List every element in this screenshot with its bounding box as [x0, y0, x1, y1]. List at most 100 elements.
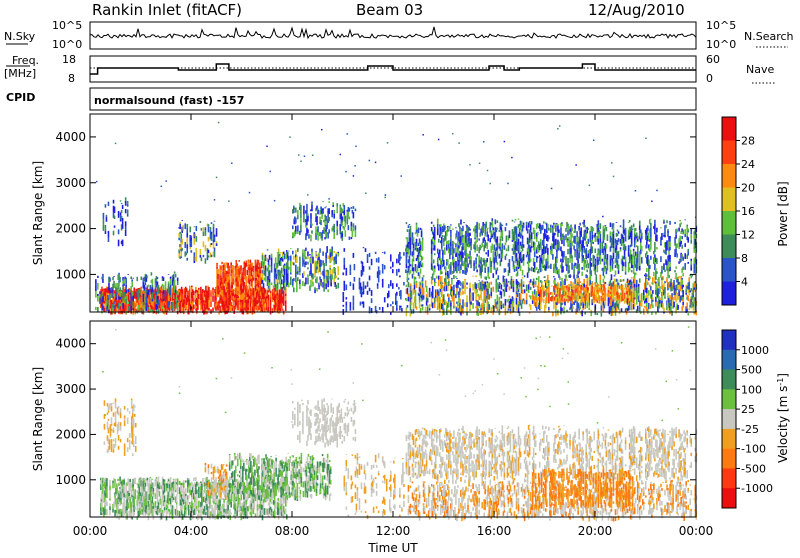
data-cell [321, 239, 323, 241]
data-cell [678, 276, 680, 278]
data-cell [398, 287, 400, 289]
data-cell [148, 285, 150, 287]
data-cell [228, 292, 230, 296]
data-cell [682, 273, 684, 276]
data-cell [639, 278, 641, 282]
data-cell [422, 237, 424, 239]
data-cell [125, 290, 127, 294]
data-cell [487, 250, 489, 257]
data-cell [483, 303, 485, 306]
data-cell [497, 243, 499, 249]
data-cell [237, 302, 239, 305]
data-cell [422, 263, 424, 268]
data-cell [581, 295, 583, 297]
data-cell [246, 279, 248, 284]
data-cell [568, 265, 570, 269]
data-cell [492, 227, 494, 230]
data-cell [214, 235, 216, 238]
data-cell [220, 272, 222, 275]
data-cell [573, 245, 575, 249]
data-cell [590, 258, 592, 261]
data-cell [641, 233, 643, 236]
data-cell [577, 285, 579, 290]
data-cell [591, 281, 593, 282]
data-cell [664, 281, 666, 283]
data-cell [408, 225, 410, 228]
data-cell [600, 238, 602, 243]
data-cell [464, 288, 466, 295]
data-cell [335, 254, 337, 260]
data-cell [143, 294, 145, 300]
data-cell [475, 266, 477, 269]
data-cell [363, 301, 365, 307]
data-cell [523, 284, 525, 286]
data-cell [669, 236, 671, 239]
data-cell [337, 278, 339, 280]
data-cell [415, 290, 417, 296]
data-cell [608, 286, 610, 290]
data-cell [517, 272, 519, 275]
data-cell [476, 237, 478, 242]
data-cell [641, 257, 643, 263]
data-cell [574, 236, 576, 242]
data-cell [460, 220, 462, 225]
data-cell [660, 227, 662, 228]
freq-label: Freq. [12, 54, 39, 67]
data-cell [506, 223, 508, 226]
data-cell [501, 296, 503, 299]
data-cell [299, 261, 301, 267]
data-cell [613, 253, 615, 259]
data-cell [363, 288, 365, 290]
data-cell [573, 274, 575, 278]
data-cell [462, 246, 464, 250]
data-cell [561, 278, 563, 281]
data-cell [462, 304, 464, 308]
data-cell [590, 263, 592, 267]
data-cell [581, 272, 583, 274]
data-cell [443, 260, 445, 266]
data-cell [574, 266, 576, 268]
data-cell [312, 274, 314, 280]
data-cell [598, 222, 600, 226]
data-cell [297, 232, 299, 234]
data-cell [577, 259, 579, 263]
data-cell [637, 306, 639, 311]
data-cell [163, 277, 165, 281]
data-cell [196, 255, 198, 261]
data-cell [121, 203, 123, 204]
data-cell [652, 282, 654, 285]
data-cell [148, 290, 150, 295]
data-cell [632, 229, 634, 230]
data-cell [681, 236, 683, 239]
data-cell [422, 240, 424, 246]
data-cell [421, 229, 423, 231]
data-cell [341, 220, 343, 222]
data-cell [605, 293, 607, 297]
data-cell [656, 228, 658, 233]
data-cell [163, 299, 165, 301]
data-cell [650, 246, 652, 249]
data-cell [387, 303, 389, 307]
data-cell [519, 287, 521, 290]
data-cell [476, 254, 478, 257]
data-cell [658, 277, 660, 282]
data-cell [127, 306, 129, 310]
data-cell [514, 269, 516, 272]
data-cell [157, 296, 159, 299]
data-cell [253, 278, 255, 281]
data-cell [529, 253, 531, 257]
data-cell [200, 249, 202, 255]
data-cell [661, 270, 663, 274]
data-cell [670, 280, 672, 282]
data-cell [345, 230, 347, 237]
data-cell [123, 278, 125, 283]
data-cell [456, 267, 458, 274]
data-cell [183, 308, 185, 314]
data-cell [243, 288, 245, 292]
data-cell [320, 223, 322, 225]
data-cell [213, 227, 215, 229]
data-cell [312, 257, 314, 264]
data-cell [422, 257, 424, 260]
data-cell [415, 277, 417, 279]
data-cell [300, 205, 302, 211]
